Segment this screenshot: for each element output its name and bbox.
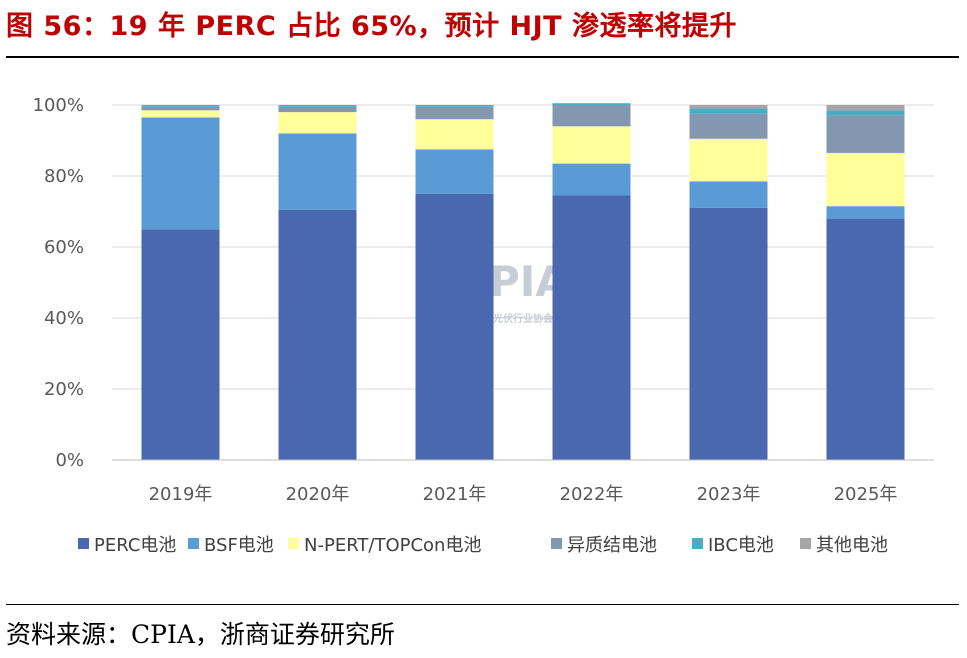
legend-label: N-PERT/TOPCon电池 bbox=[304, 535, 481, 556]
bar-segment bbox=[552, 195, 631, 460]
bar-segment bbox=[141, 117, 220, 230]
legend-label: 异质结电池 bbox=[567, 535, 657, 556]
bar-segment bbox=[278, 105, 357, 107]
bar-segment bbox=[415, 119, 494, 150]
legend-label: BSF电池 bbox=[204, 535, 274, 556]
bar-segment bbox=[689, 113, 768, 139]
legend-swatch bbox=[78, 538, 89, 549]
bottom-rule bbox=[6, 604, 959, 605]
y-axis: 0% 20% 40% 60% 80% 100% bbox=[33, 95, 84, 471]
bar-segment bbox=[689, 108, 768, 114]
bar-segment bbox=[415, 193, 494, 460]
legend-label: 其他电池 bbox=[816, 535, 888, 556]
y-tick-label: 20% bbox=[44, 379, 84, 400]
bar-segment bbox=[826, 105, 905, 111]
y-tick-label: 80% bbox=[44, 166, 84, 187]
bar-segment bbox=[826, 206, 905, 219]
legend-label: IBC电池 bbox=[708, 535, 774, 556]
legend-swatch bbox=[288, 538, 299, 549]
x-tick-label: 2019年 bbox=[149, 484, 213, 505]
bar-segment bbox=[552, 103, 631, 105]
y-tick-label: 0% bbox=[55, 450, 84, 471]
x-tick-label: 2025年 bbox=[834, 484, 898, 505]
y-tick-label: 100% bbox=[33, 95, 84, 116]
x-tick-label: 2022年 bbox=[560, 484, 624, 505]
stacked-bar-chart: CPIA 中国光伏行业协会 0%20%40%60%80%100% 2019年 20… bbox=[33, 95, 934, 556]
bar-segment bbox=[689, 138, 768, 182]
bar-segment bbox=[141, 110, 220, 118]
bar-segment bbox=[141, 105, 220, 107]
x-tick-label: 2020年 bbox=[286, 484, 350, 505]
bar-segment bbox=[415, 106, 494, 120]
bar-segment bbox=[552, 163, 631, 196]
legend-swatch bbox=[551, 538, 562, 549]
bars bbox=[141, 103, 905, 460]
figure-title: 图 56：19 年 PERC 占比 65%，预计 HJT 渗透率将提升 bbox=[6, 11, 737, 42]
bar-segment bbox=[278, 209, 357, 460]
y-tick-label: 60% bbox=[44, 237, 84, 258]
bar-segment bbox=[415, 149, 494, 194]
bar-segment bbox=[689, 105, 768, 109]
top-rule bbox=[6, 56, 959, 58]
bar-segment bbox=[552, 105, 631, 127]
bar-segment bbox=[278, 106, 357, 113]
bar-segment bbox=[141, 106, 220, 111]
bar-segment bbox=[826, 218, 905, 460]
bar-segment bbox=[552, 126, 631, 164]
x-tick-label: 2023年 bbox=[697, 484, 761, 505]
bar-segment bbox=[826, 110, 905, 116]
gridlines bbox=[112, 104, 934, 390]
bar-segment bbox=[689, 207, 768, 460]
bar-segment bbox=[141, 229, 220, 460]
legend-swatch bbox=[800, 538, 811, 549]
bar-segment bbox=[826, 115, 905, 153]
y-tick-label: 40% bbox=[44, 308, 84, 329]
legend-label: PERC电池 bbox=[94, 535, 176, 556]
bar-segment bbox=[826, 152, 905, 207]
legend-swatch bbox=[692, 538, 703, 549]
bar-segment bbox=[278, 133, 357, 210]
bar-segment bbox=[278, 112, 357, 134]
bar-segment bbox=[689, 181, 768, 208]
legend-swatch bbox=[188, 538, 199, 549]
x-axis: 2019年 2020年 2021年 2022年 2023年 2025年 bbox=[112, 459, 934, 505]
source-note: 资料来源：CPIA，浙商证券研究所 bbox=[6, 620, 395, 649]
bar-segment bbox=[415, 105, 494, 107]
legend: PERC电池 BSF电池 N-PERT/TOPCon电池 异质结电池 IBC电池 其他电池 bbox=[78, 535, 888, 556]
x-tick-label: 2021年 bbox=[423, 484, 487, 505]
